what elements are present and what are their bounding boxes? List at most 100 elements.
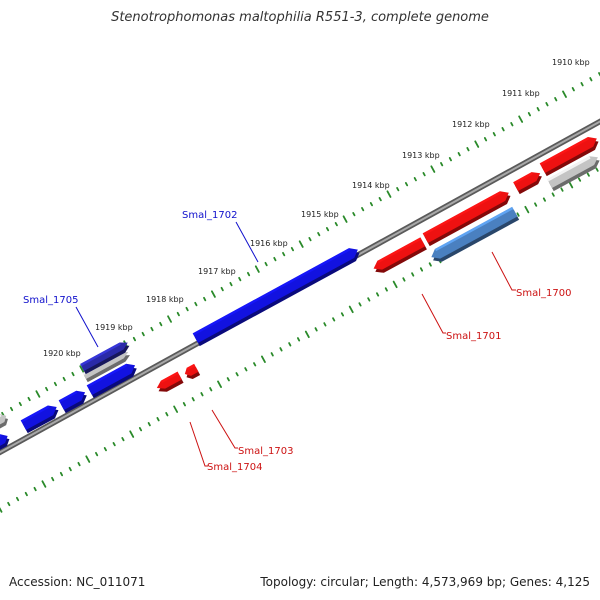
tick-mark-outer (176, 311, 180, 317)
tick-mark-outer (352, 211, 356, 217)
gene-smal-1704 (156, 371, 182, 389)
tick-mark-outer (483, 137, 488, 142)
gene-blue-a (86, 363, 136, 395)
tick-mark-inner (376, 292, 380, 297)
tick-mark-outer (132, 336, 137, 342)
gene-blue-c-shine (20, 405, 50, 423)
gene-label-smal-1702[interactable]: Smal_1702 (182, 210, 237, 221)
label-leaders (75, 221, 516, 467)
tick-mark-outer (527, 112, 531, 117)
genome-title: Stenotrophomonas maltophilia R551-3, com… (111, 10, 489, 25)
tick-mark-inner (568, 180, 574, 189)
tick-mark-inner (577, 177, 582, 182)
tick-mark-outer (159, 321, 163, 327)
tick-mark-inner (156, 417, 160, 422)
gene-smal-1701 (373, 237, 426, 270)
tick-mark-inner (516, 212, 520, 217)
gene-gray-upper (547, 156, 598, 188)
gene-red-upper-a (422, 191, 509, 243)
tick-mark-inner (384, 287, 388, 292)
leader-smal-1700 (491, 251, 516, 291)
genome-summary-text: Topology: circular; Length: 4,573,969 bp… (260, 575, 590, 589)
tick-mark-inner (270, 352, 274, 357)
gene-smal-1702 (192, 248, 358, 343)
tick-mark-outer (518, 115, 524, 123)
tick-mark-outer (264, 261, 268, 267)
tick-mark-outer (273, 256, 277, 262)
gene-red-upper-a-shine (422, 191, 502, 236)
gene-blue-b (58, 390, 86, 410)
tick-mark-inner (348, 305, 354, 314)
tick-mark-outer (404, 182, 409, 187)
tick-label: 1916 kbp (250, 239, 288, 248)
gene-red-upper-c-shine (539, 137, 590, 166)
tick-mark-inner (200, 392, 204, 397)
gene-smal-1705 (80, 342, 128, 371)
tick-mark-inner (323, 322, 327, 327)
gene-features (0, 137, 600, 450)
tick-mark-inner (402, 277, 406, 282)
tick-mark-inner (419, 267, 424, 272)
leader-smal-1703 (211, 409, 238, 449)
tick-mark-outer (554, 97, 558, 102)
tick-mark-inner (103, 446, 107, 452)
tick-mark-inner (304, 330, 310, 339)
tick-mark-inner (288, 342, 292, 347)
tick-mark-inner (235, 372, 239, 377)
gene-label-smal-1704[interactable]: Smal_1704 (207, 462, 262, 473)
tick-mark-inner (340, 312, 345, 317)
tick-mark-outer (238, 276, 242, 282)
tick-label: 1910 kbp (552, 58, 590, 67)
tick-mark-outer (1, 411, 5, 417)
tick-mark-outer (571, 87, 575, 92)
tick-mark-inner (595, 167, 599, 172)
tick-mark-outer (150, 326, 154, 332)
tick-mark-outer (246, 271, 251, 277)
tick-mark-outer (167, 315, 172, 323)
gene-gray-left (0, 414, 7, 425)
tick-mark-outer (27, 396, 31, 402)
tick-mark-inner (41, 480, 47, 488)
gene-smal-1705-side (81, 345, 130, 375)
tick-mark-inner (182, 402, 186, 407)
tick-mark-inner (7, 501, 11, 507)
tick-mark-outer (9, 406, 14, 412)
tick-mark-inner (68, 466, 72, 472)
tick-mark-inner (33, 486, 37, 492)
gene-smal-1704-shine (160, 371, 179, 383)
tick-mark-inner (217, 380, 222, 388)
tick-mark-inner (551, 192, 555, 197)
gene-label-smal-1700[interactable]: Smal_1700 (516, 288, 571, 299)
tick-mark-inner (0, 507, 3, 513)
tick-mark-outer (334, 221, 338, 227)
tick-mark-inner (367, 297, 371, 302)
tick-mark-outer (589, 77, 593, 82)
tick-label: 1915 kbp (301, 210, 339, 219)
gene-gray-upper-shine (547, 156, 591, 182)
tick-mark-inner (586, 172, 590, 177)
gene-label-smal-1703[interactable]: Smal_1703 (238, 446, 293, 457)
tick-mark-outer (308, 236, 312, 242)
tick-mark-outer (317, 231, 321, 237)
tick-mark-inner (191, 397, 195, 402)
tick-mark-inner (209, 387, 213, 392)
tick-mark-outer (141, 331, 145, 337)
gene-gray-mid (82, 351, 129, 379)
gene-label-smal-1701[interactable]: Smal_1701 (446, 331, 501, 342)
tick-mark-outer (194, 301, 198, 307)
tick-mark-inner (85, 455, 91, 463)
tick-mark-inner (138, 427, 143, 432)
tick-mark-outer (562, 90, 567, 98)
tick-mark-outer (298, 240, 304, 248)
gene-label-smal-1705[interactable]: Smal_1705 (23, 295, 78, 306)
tick-mark-inner (542, 197, 546, 202)
gene-red-upper-b (513, 172, 541, 191)
gene-gray-mid-side (84, 355, 130, 383)
tick-mark-outer (396, 187, 400, 192)
tick-mark-inner (524, 205, 530, 214)
gene-blue-a-shine (86, 363, 128, 388)
tick-mark-outer (457, 152, 461, 157)
accession-text: Accession: NC_011071 (9, 575, 146, 589)
tick-label: 1914 kbp (352, 181, 390, 190)
